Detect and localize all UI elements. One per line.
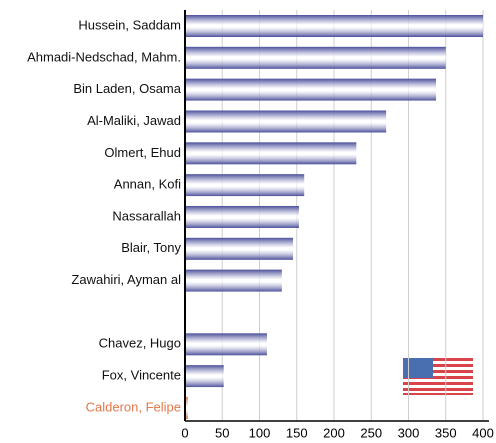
bar [185,269,282,292]
bar [185,15,483,37]
y-tick-label: Hussein, Saddam [78,17,181,32]
x-tick-label: 0 [181,425,188,440]
x-tick-label: 250 [360,425,382,440]
bar [185,396,188,419]
bar [185,365,224,388]
bar [185,78,437,101]
y-tick-label: Fox, Vincente [102,368,181,383]
bar [185,46,446,69]
x-tick-label: 100 [249,425,271,440]
x-tick-label: 200 [323,425,345,440]
y-tick-label: Blair, Tony [121,240,181,255]
y-tick-label: Bin Laden, Osama [73,81,181,96]
bar [185,174,305,197]
x-tick-label: 150 [286,425,308,440]
y-tick-label: Annan, Kofi [114,177,181,192]
bar [185,110,387,133]
x-tick-label: 400 [472,425,494,440]
y-tick-label: Nassarallah [112,208,181,223]
y-tick-label: Olmert, Ehud [104,145,181,160]
y-tick-label: Zawahiri, Ayman al [71,272,181,287]
y-tick-label: Calderon, Felipe [86,399,181,414]
bar [185,142,357,165]
y-tick-label: Ahmadi-Nedschad, Mahm. [27,49,181,64]
y-tick-label: Al-Maliki, Jawad [87,113,181,128]
bar [185,333,267,356]
bar [185,205,299,228]
x-tick-label: 50 [215,425,229,440]
flag [403,358,473,395]
x-tick-label: 350 [435,425,457,440]
bar [185,237,294,260]
x-tick-label: 300 [398,425,420,440]
y-tick-label: Chavez, Hugo [99,336,181,351]
